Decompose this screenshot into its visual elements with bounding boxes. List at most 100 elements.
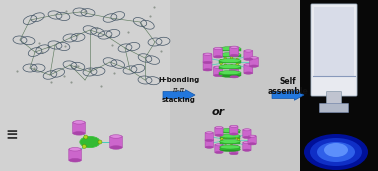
Ellipse shape [219,71,241,75]
Ellipse shape [220,134,240,138]
Ellipse shape [215,144,223,146]
Text: assemble: assemble [268,88,308,96]
Ellipse shape [230,133,238,135]
FancyBboxPatch shape [219,61,241,63]
Ellipse shape [224,64,227,67]
FancyBboxPatch shape [0,0,170,171]
Ellipse shape [236,58,239,61]
FancyBboxPatch shape [230,146,238,154]
Text: ≡: ≡ [6,128,19,142]
Ellipse shape [243,149,251,151]
FancyBboxPatch shape [327,91,341,107]
FancyBboxPatch shape [249,58,258,67]
Ellipse shape [220,140,240,143]
FancyBboxPatch shape [215,127,223,135]
Ellipse shape [219,59,241,63]
FancyBboxPatch shape [219,67,241,69]
Ellipse shape [235,141,238,144]
Ellipse shape [215,134,223,136]
Ellipse shape [110,146,122,149]
Ellipse shape [73,121,85,124]
FancyBboxPatch shape [170,0,300,171]
FancyBboxPatch shape [243,129,251,138]
Ellipse shape [205,139,213,141]
Ellipse shape [220,148,240,152]
Ellipse shape [244,64,253,66]
FancyBboxPatch shape [314,7,354,77]
Ellipse shape [225,136,227,138]
Ellipse shape [250,57,258,59]
Ellipse shape [243,142,251,144]
FancyBboxPatch shape [219,73,241,75]
Ellipse shape [220,59,223,62]
Ellipse shape [304,134,368,170]
Ellipse shape [230,54,238,57]
Ellipse shape [221,140,223,142]
FancyBboxPatch shape [205,139,213,148]
Ellipse shape [203,60,212,63]
Text: π–π: π–π [173,87,185,93]
Ellipse shape [230,57,233,60]
Ellipse shape [203,69,212,71]
Ellipse shape [205,146,213,148]
FancyBboxPatch shape [220,130,240,133]
Ellipse shape [214,66,222,68]
Ellipse shape [205,139,213,141]
Ellipse shape [203,61,212,64]
Ellipse shape [244,50,253,52]
FancyArrow shape [163,90,195,100]
Ellipse shape [80,136,100,148]
Ellipse shape [219,47,241,51]
Ellipse shape [243,136,251,139]
FancyBboxPatch shape [220,136,240,139]
Ellipse shape [73,132,85,135]
Ellipse shape [215,127,223,129]
FancyBboxPatch shape [300,0,378,171]
Ellipse shape [230,142,233,145]
FancyBboxPatch shape [230,68,239,77]
Ellipse shape [230,67,238,70]
FancyBboxPatch shape [219,55,241,57]
Ellipse shape [248,135,256,137]
Ellipse shape [214,56,222,58]
FancyBboxPatch shape [244,64,253,73]
FancyBboxPatch shape [219,49,241,51]
Ellipse shape [219,53,241,57]
FancyBboxPatch shape [248,136,256,144]
Ellipse shape [69,159,81,162]
Ellipse shape [215,151,223,154]
Ellipse shape [220,145,240,149]
Ellipse shape [244,72,253,74]
Ellipse shape [84,135,88,139]
FancyBboxPatch shape [214,67,223,76]
Ellipse shape [230,135,233,138]
Ellipse shape [230,76,238,78]
FancyBboxPatch shape [220,141,240,144]
Ellipse shape [230,46,238,48]
Ellipse shape [69,148,81,151]
FancyBboxPatch shape [220,147,240,150]
Ellipse shape [237,139,240,141]
Ellipse shape [110,135,122,138]
Text: Self: Self [280,77,296,87]
Ellipse shape [221,137,223,140]
Ellipse shape [219,73,241,77]
FancyBboxPatch shape [230,126,238,134]
Ellipse shape [203,53,212,55]
Ellipse shape [238,61,241,63]
Ellipse shape [220,62,223,65]
Ellipse shape [214,47,222,50]
FancyBboxPatch shape [230,47,239,56]
Text: or: or [211,107,225,117]
Ellipse shape [98,140,102,144]
FancyBboxPatch shape [203,54,212,63]
FancyBboxPatch shape [110,136,122,148]
FancyBboxPatch shape [243,142,251,150]
Ellipse shape [230,145,238,147]
Ellipse shape [235,136,238,139]
Ellipse shape [214,74,222,77]
FancyBboxPatch shape [214,48,223,57]
Ellipse shape [324,143,348,157]
FancyBboxPatch shape [73,122,85,134]
Ellipse shape [244,58,253,60]
